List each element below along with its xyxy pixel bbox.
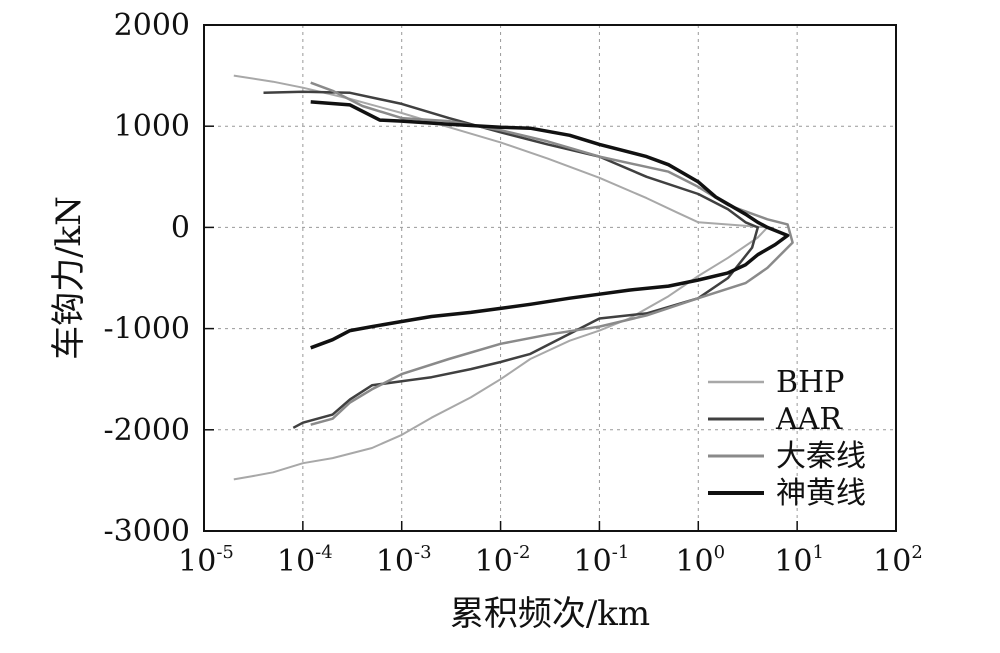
x-tick-exponent: 2 bbox=[911, 542, 922, 563]
grid bbox=[204, 25, 896, 531]
x-tick-base: 10 bbox=[574, 544, 612, 579]
legend-label: BHP bbox=[776, 365, 844, 400]
y-tick-label: 0 bbox=[171, 210, 190, 245]
x-axis: 10-5 10-4 10-3 10-2 10-1 100 101 102 bbox=[178, 521, 923, 579]
series-line bbox=[310, 81, 794, 426]
y-tick-label: -2000 bbox=[104, 413, 190, 448]
x-tick-label: 101 bbox=[774, 542, 824, 579]
y-tick-label: 2000 bbox=[114, 8, 190, 43]
x-tick-base: 10 bbox=[475, 544, 513, 579]
x-axis-title: 累积频次/km bbox=[450, 594, 650, 634]
x-tick-exponent: -4 bbox=[315, 542, 333, 563]
series-line bbox=[310, 100, 790, 350]
plot-frame bbox=[203, 24, 897, 532]
y-tick-label: 1000 bbox=[114, 109, 190, 144]
legend-label: 神黄线 bbox=[776, 476, 866, 511]
x-tick-exponent: -2 bbox=[513, 542, 531, 563]
x-tick-label: 10-3 bbox=[376, 542, 432, 579]
x-tick-base: 10 bbox=[675, 544, 713, 579]
x-tick-label: 10-4 bbox=[277, 542, 333, 579]
x-tick-exponent: 0 bbox=[714, 542, 725, 563]
x-tick-label: 102 bbox=[873, 542, 923, 579]
x-tick-base: 10 bbox=[178, 544, 216, 579]
series-line bbox=[263, 90, 760, 429]
x-tick-base: 10 bbox=[376, 544, 414, 579]
x-tick-base: 10 bbox=[277, 544, 315, 579]
series-line bbox=[233, 74, 769, 481]
y-tick-label: -1000 bbox=[104, 312, 190, 347]
y-axis: 2000 1000 0 -1000 -2000 -3000 bbox=[104, 8, 214, 549]
x-tick-label: 10-5 bbox=[178, 542, 234, 579]
legend-label: 大秦线 bbox=[776, 439, 866, 474]
x-tick-exponent: 1 bbox=[813, 542, 824, 563]
x-tick-base: 10 bbox=[774, 544, 812, 579]
x-tick-exponent: -5 bbox=[216, 542, 234, 563]
y-axis-title: 车钩力/kN bbox=[49, 196, 89, 360]
x-tick-exponent: -1 bbox=[612, 542, 630, 563]
x-tick-exponent: -3 bbox=[414, 542, 432, 563]
series-layer bbox=[233, 74, 794, 481]
x-tick-label: 10-2 bbox=[475, 542, 531, 579]
x-tick-base: 10 bbox=[873, 544, 911, 579]
x-tick-label: 10-1 bbox=[574, 542, 630, 579]
x-tick-label: 100 bbox=[675, 542, 725, 579]
y-tick-label: -3000 bbox=[104, 514, 190, 549]
legend-label: AAR bbox=[775, 402, 843, 437]
